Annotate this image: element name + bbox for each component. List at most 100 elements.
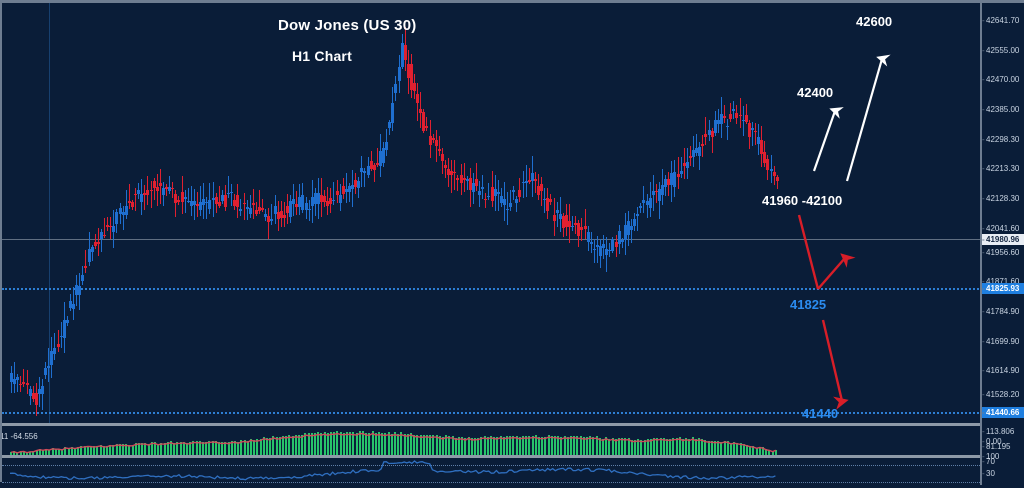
candle-wick <box>435 130 437 162</box>
candle-body <box>515 198 519 204</box>
candle-wick <box>243 192 245 221</box>
candle-body <box>754 130 757 133</box>
candle-wick <box>283 202 285 227</box>
candle-body <box>264 213 268 218</box>
candle-body <box>471 183 475 192</box>
histogram-bar <box>701 438 704 455</box>
candle-wick <box>724 104 725 123</box>
candle-wick <box>593 238 595 263</box>
candle-wick <box>770 154 772 183</box>
candle-body <box>332 199 336 202</box>
candle-wick <box>519 177 521 203</box>
price-scale[interactable]: -42641.70 -42555.00 -42470.00 -42385.00 -422… <box>980 3 1024 485</box>
histogram-bar <box>80 446 83 455</box>
histogram-bar <box>589 436 592 455</box>
price-tick: -41956.60 <box>982 248 1020 257</box>
histogram-bar <box>355 432 358 455</box>
annotation-support-41825: 41825 <box>790 297 827 312</box>
histogram-bar <box>240 440 243 455</box>
histogram-bar <box>659 437 662 455</box>
candle-body <box>378 151 382 167</box>
candle-wick <box>454 160 456 191</box>
histogram-bar <box>246 440 249 455</box>
indicator-tick: -100 <box>982 452 1000 461</box>
candle-body <box>502 199 506 206</box>
histogram-bar <box>646 439 649 455</box>
candle-wick <box>240 199 242 216</box>
candle-body <box>279 210 283 218</box>
histogram-bar <box>99 444 102 455</box>
candle-body <box>341 186 345 194</box>
candle-body <box>654 190 658 193</box>
candle-body <box>605 248 609 256</box>
candle-wick <box>438 135 440 156</box>
candle-body <box>630 226 633 230</box>
candle-body <box>636 213 640 217</box>
price-chart-pane[interactable] <box>2 3 982 423</box>
candle-body <box>626 220 630 236</box>
histogram-bar <box>118 444 121 455</box>
candle-wick <box>345 172 347 204</box>
histogram-bar <box>259 438 262 455</box>
histogram-bar <box>454 437 457 455</box>
candle-body <box>546 198 550 211</box>
candle-body <box>595 245 599 247</box>
candle-wick <box>184 189 186 213</box>
candle-wick <box>48 348 50 382</box>
histogram-bar <box>208 441 211 455</box>
candle-body <box>130 202 134 208</box>
candle-wick <box>85 250 87 274</box>
candle-body <box>775 176 779 182</box>
candle-body <box>716 120 720 124</box>
candle-body <box>118 207 122 215</box>
histogram-bar <box>634 440 636 455</box>
rsi-indicator-pane[interactable] <box>2 455 982 488</box>
histogram-bar <box>112 445 115 455</box>
histogram-bar <box>138 442 140 455</box>
histogram-bar <box>285 435 288 455</box>
candle-body <box>68 301 72 309</box>
candle-wick <box>249 195 251 219</box>
histogram-bar <box>326 433 329 455</box>
candle-wick <box>590 231 592 254</box>
histogram-bar <box>608 438 611 455</box>
histogram-bar <box>397 433 400 455</box>
candle-wick <box>144 184 146 210</box>
candle-wick <box>544 187 546 214</box>
candle-body <box>490 186 494 201</box>
histogram-bar <box>173 442 176 455</box>
histogram-bar <box>374 432 377 455</box>
histogram-bar <box>365 432 368 455</box>
histogram-bar <box>726 441 729 455</box>
candle-body <box>540 183 544 192</box>
histogram-bar <box>371 431 374 455</box>
histogram-bar <box>694 439 697 455</box>
candle-body <box>639 206 643 208</box>
candle-body <box>313 193 317 204</box>
histogram-bar <box>605 436 608 455</box>
histogram-bar <box>563 435 566 455</box>
macd-indicator-pane[interactable]: 11 -64.556 <box>2 423 982 488</box>
candle-body <box>285 206 289 213</box>
candle-body <box>96 241 100 245</box>
histogram-bar <box>291 435 294 455</box>
histogram-bar <box>429 435 432 455</box>
histogram-bar <box>189 442 192 455</box>
candle-wick <box>231 184 233 206</box>
candle-body <box>149 189 153 192</box>
chart-title: Dow Jones (US 30) <box>278 17 417 34</box>
candle-body <box>409 64 413 90</box>
candle-body <box>620 240 624 242</box>
candle-body <box>772 171 776 177</box>
candle-body <box>28 388 32 396</box>
histogram-bar <box>301 435 304 455</box>
candle-wick <box>451 159 453 193</box>
annotation-support-41440: 41440 <box>802 406 839 421</box>
candle-body <box>236 195 240 208</box>
histogram-bar <box>362 431 364 455</box>
histogram-bar <box>157 443 160 455</box>
histogram-bar <box>736 442 739 455</box>
candle-body <box>248 207 252 215</box>
candle-body <box>121 212 125 216</box>
